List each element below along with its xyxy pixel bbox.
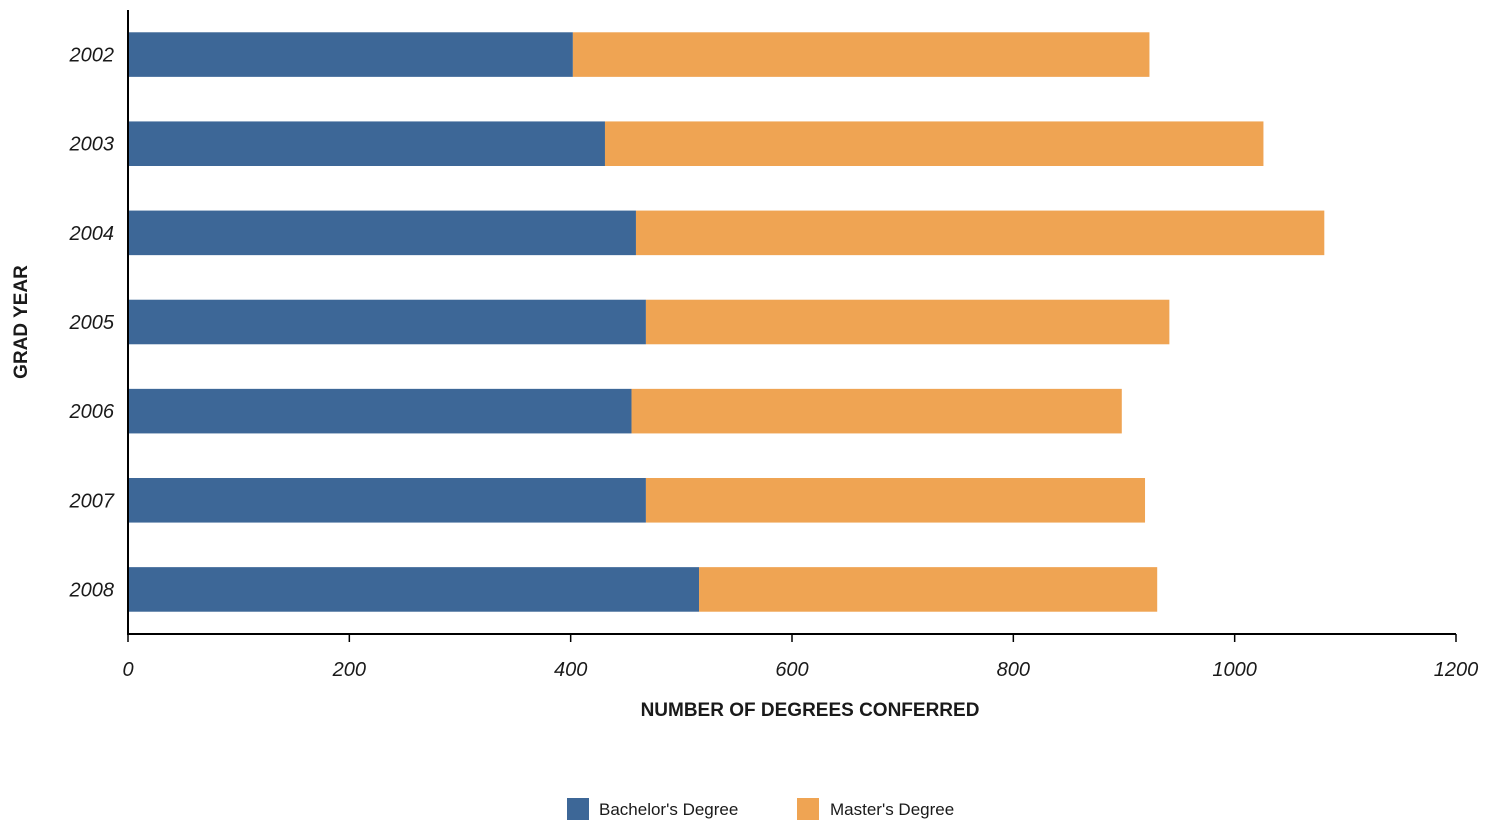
bar-masters-2004 [635,210,1325,256]
legend-swatch-bachelors [567,798,589,820]
x-tick-label-1200: 1200 [1434,659,1479,681]
y-tick-label-2002: 2002 [69,45,115,67]
y-tick-label-2005: 2005 [69,312,115,334]
bar-bachelors-2008 [128,567,700,612]
x-tick-label-600: 600 [775,659,808,681]
bar-bachelors-2002 [128,32,573,77]
x-tick-label-200: 200 [332,659,366,681]
bar-bachelors-2004 [128,210,636,256]
y-axis-title: GRAD YEAR [11,265,32,379]
y-labels-group: 2002 2003 2004 2005 2006 2007 2008 [69,45,115,602]
y-tick-label-2003: 2003 [69,134,115,156]
x-axis-title: NUMBER OF DEGREES CONFERRED [641,700,980,721]
y-tick-label-2006: 2006 [69,401,115,423]
y-tick-label-2007: 2007 [69,490,115,512]
bar-bachelors-2006 [128,388,632,434]
legend-label-bachelors: Bachelor's Degree [599,800,738,819]
bar-masters-2005 [645,299,1170,345]
x-tick-label-800: 800 [997,659,1030,681]
x-tick-label-0: 0 [122,659,133,681]
bar-masters-2007 [645,478,1146,523]
bars-group [128,32,1325,612]
bar-masters-2008 [699,567,1158,612]
legend-swatch-masters [797,798,819,820]
bar-masters-2003 [604,121,1264,166]
x-ticks-group: 0 200 400 600 800 1000 1200 [122,634,1478,681]
legend: Bachelor's Degree Master's Degree [567,798,954,820]
y-tick-label-2004: 2004 [69,223,115,245]
legend-label-masters: Master's Degree [830,800,954,819]
x-tick-label-400: 400 [554,659,587,681]
bar-bachelors-2007 [128,478,646,523]
y-tick-label-2008: 2008 [69,579,115,601]
bar-bachelors-2003 [128,121,605,166]
bar-masters-2006 [631,388,1122,434]
x-tick-label-1000: 1000 [1212,659,1257,681]
bar-masters-2002 [572,32,1150,77]
bar-bachelors-2005 [128,299,646,345]
